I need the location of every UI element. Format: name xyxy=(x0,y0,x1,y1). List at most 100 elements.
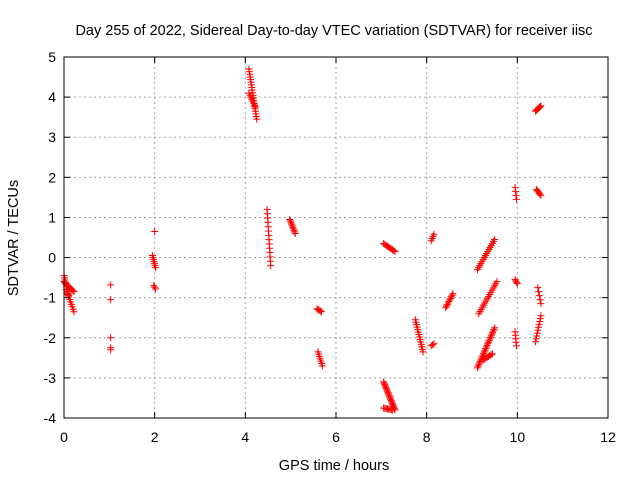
data-point xyxy=(389,406,397,414)
data-point xyxy=(535,292,543,300)
data-point xyxy=(107,346,115,354)
data-point xyxy=(537,312,545,320)
data-point xyxy=(430,340,438,348)
data-point xyxy=(484,338,492,346)
data-point xyxy=(107,334,115,342)
y-tick-label: 2 xyxy=(48,169,56,185)
data-point xyxy=(473,364,481,372)
data-point xyxy=(69,287,77,295)
data-point xyxy=(512,342,520,350)
data-point xyxy=(150,282,158,290)
data-point xyxy=(487,333,495,341)
data-point xyxy=(151,283,159,291)
data-point xyxy=(475,361,483,369)
data-point xyxy=(535,288,543,296)
x-tick-label: 0 xyxy=(60,429,68,445)
data-point xyxy=(430,230,438,238)
data-point xyxy=(482,343,490,351)
data-point xyxy=(489,327,497,335)
x-tick-label: 10 xyxy=(510,429,526,445)
data-point xyxy=(537,300,545,308)
y-tick-label: -4 xyxy=(44,410,57,426)
data-point xyxy=(317,308,325,316)
data-point xyxy=(476,357,484,365)
x-axis-label: GPS time / hours xyxy=(279,458,389,474)
data-point xyxy=(286,217,294,225)
data-point xyxy=(290,226,298,234)
data-point xyxy=(288,222,296,230)
y-tick-label: -3 xyxy=(44,370,57,386)
x-tick-label: 8 xyxy=(423,429,431,445)
data-point xyxy=(487,351,495,359)
data-point xyxy=(493,278,501,286)
data-point xyxy=(444,299,452,307)
data-point xyxy=(474,362,482,370)
data-point xyxy=(534,323,542,331)
data-point xyxy=(151,227,159,235)
y-tick-label: 3 xyxy=(48,129,56,145)
data-points xyxy=(60,65,545,414)
data-point xyxy=(446,296,454,304)
data-point xyxy=(107,296,115,304)
data-point xyxy=(476,359,484,367)
data-point xyxy=(482,345,490,353)
data-point xyxy=(291,228,299,236)
data-point xyxy=(490,325,498,333)
data-point xyxy=(535,320,543,328)
data-point xyxy=(251,103,259,111)
y-tick-label: 5 xyxy=(48,49,56,65)
data-point xyxy=(289,223,297,231)
data-point xyxy=(253,115,261,123)
data-point xyxy=(291,229,299,237)
data-point xyxy=(536,296,544,304)
data-point xyxy=(483,341,491,349)
data-point xyxy=(288,220,296,228)
data-point xyxy=(485,337,493,345)
data-point xyxy=(489,329,497,337)
data-point xyxy=(512,195,520,203)
y-tick-label: 0 xyxy=(48,250,56,266)
data-point xyxy=(429,341,437,349)
data-point xyxy=(445,297,453,305)
data-point xyxy=(481,346,489,354)
data-point xyxy=(491,236,499,244)
y-tick-label: -2 xyxy=(44,330,57,346)
data-point xyxy=(536,318,544,326)
data-point xyxy=(318,362,326,370)
data-point xyxy=(487,332,495,340)
data-point xyxy=(488,330,496,338)
data-point xyxy=(286,215,294,223)
data-point xyxy=(287,219,295,227)
x-tick-label: 4 xyxy=(241,429,249,445)
data-point xyxy=(70,288,78,296)
data-point xyxy=(289,225,297,233)
data-point xyxy=(152,285,160,293)
chart-title: Day 255 of 2022, Sidereal Day-to-day VTE… xyxy=(75,23,592,39)
data-point xyxy=(533,329,541,337)
y-tick-label: -1 xyxy=(44,290,57,306)
data-point xyxy=(443,301,451,309)
y-tick-label: 4 xyxy=(48,89,56,105)
y-tick-label: 1 xyxy=(48,209,56,225)
data-point xyxy=(107,281,115,289)
data-point xyxy=(448,291,456,299)
data-point xyxy=(449,290,457,298)
data-point xyxy=(513,280,521,288)
data-point xyxy=(443,302,451,310)
data-point xyxy=(442,304,450,312)
data-point xyxy=(488,350,496,358)
data-point xyxy=(447,294,455,302)
data-point xyxy=(534,284,542,292)
x-tick-label: 2 xyxy=(151,429,159,445)
data-point xyxy=(513,278,521,286)
data-point xyxy=(267,262,275,270)
data-point xyxy=(480,348,488,356)
data-point xyxy=(491,324,499,332)
data-point xyxy=(536,190,544,198)
x-tick-label: 6 xyxy=(332,429,340,445)
data-point xyxy=(532,335,540,343)
data-point xyxy=(152,264,160,272)
